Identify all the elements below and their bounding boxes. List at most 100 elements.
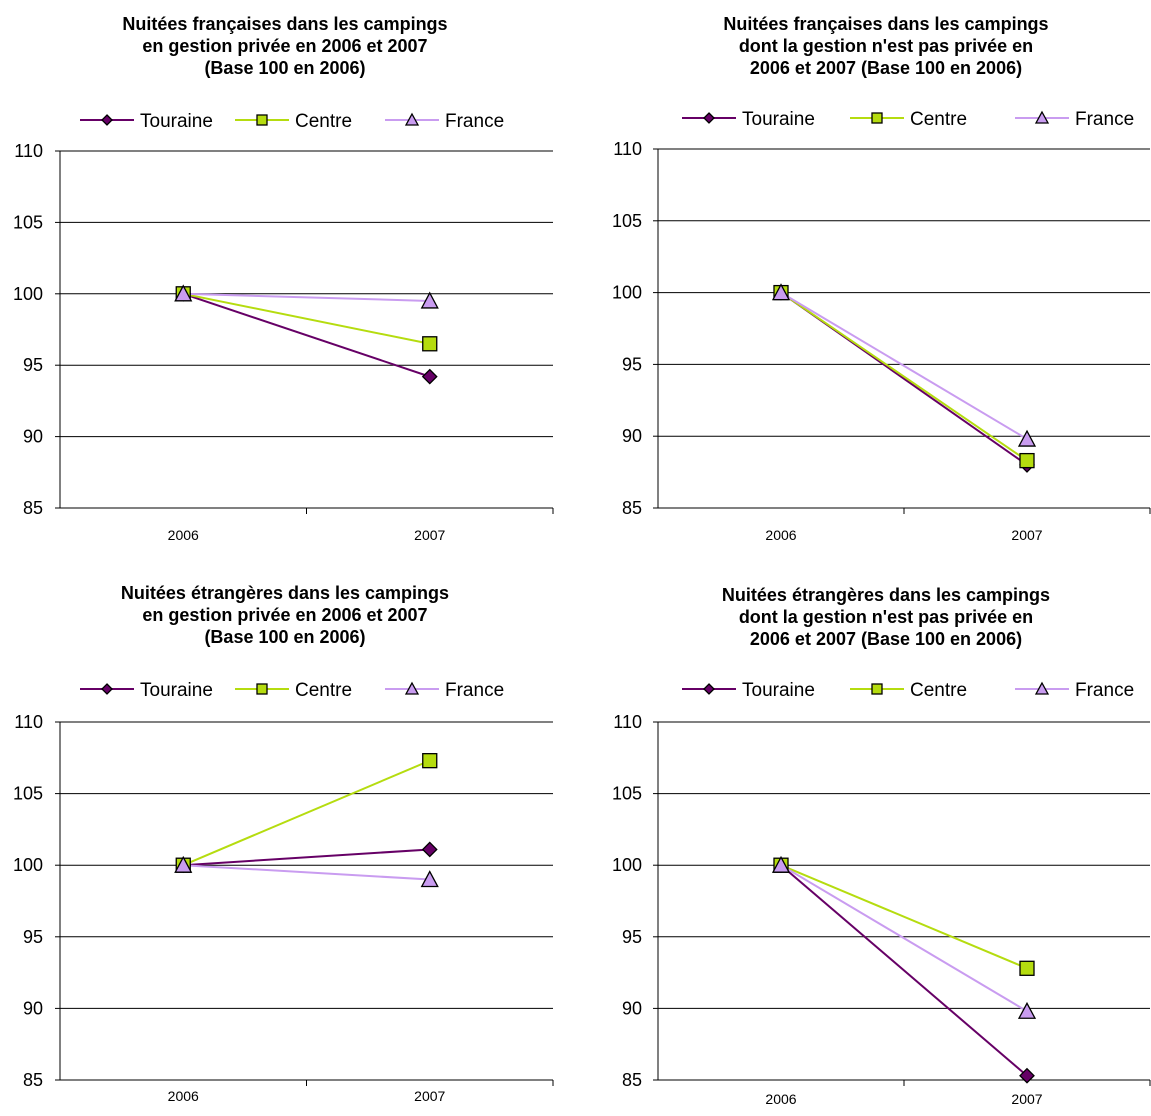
legend-marker-triangle <box>1034 110 1050 124</box>
chart-title-line: Nuitées étrangères dans les campings <box>722 585 1050 605</box>
y-tick-label: 110 <box>14 141 43 161</box>
legend-item-touraine: Touraine <box>682 680 815 701</box>
legend-marker-square <box>256 114 268 126</box>
y-tick-label: 110 <box>613 712 642 732</box>
legend-item-centre: Centre <box>850 680 967 701</box>
series-line-touraine <box>183 848 430 867</box>
y-tick-label: 100 <box>612 283 642 303</box>
y-tick-label: 105 <box>612 211 642 231</box>
series-line-centre <box>182 759 431 867</box>
y-tick-label: 95 <box>622 354 642 374</box>
series-line-centre <box>780 291 1028 462</box>
data-point-france-2007 <box>1017 429 1037 447</box>
chart-3: Nuitées étrangères dans les campings en g… <box>13 583 554 1104</box>
chart-title-line: Nuitées françaises dans les campings <box>122 14 447 34</box>
chart-1: Nuitées françaises dans les campings en g… <box>13 14 554 543</box>
data-point-centre-2007 <box>1019 452 1035 469</box>
y-tick-label: 105 <box>612 784 642 804</box>
legend-marker-diamond <box>703 683 715 695</box>
y-tick-label: 105 <box>13 784 43 804</box>
y-tick-label: 85 <box>622 498 642 518</box>
legend-marker-square <box>256 683 268 695</box>
chart-2: Nuitées françaises dans les campings dont… <box>612 14 1151 543</box>
data-point-france-2007 <box>420 870 439 888</box>
chart-title: Nuitées étrangères dans les campings dont… <box>722 585 1050 649</box>
y-tick-label: 100 <box>13 284 43 304</box>
chart-title: Nuitées françaises dans les campings dont… <box>723 14 1048 78</box>
legend-marker-diamond <box>101 114 113 126</box>
y-tick-label: 95 <box>23 927 43 947</box>
legend-item-touraine: Touraine <box>80 680 213 701</box>
legend-label: France <box>1075 680 1134 701</box>
legend-item-touraine: Touraine <box>682 109 815 130</box>
chart-title-line: en gestion privée en 2006 et 2007 <box>142 605 427 625</box>
legend-label: France <box>1075 109 1134 130</box>
y-tick-label: 85 <box>622 1070 642 1090</box>
legend-item-centre: Centre <box>235 111 352 132</box>
chart-title-line: dont la gestion n'est pas privée en <box>739 607 1033 627</box>
y-tick-label: 90 <box>622 426 642 446</box>
data-point-france-2007 <box>1017 1001 1037 1019</box>
x-tick-label: 2006 <box>168 527 199 543</box>
legend-label: Centre <box>910 109 967 130</box>
legend-label: Centre <box>910 680 967 701</box>
legend-label: France <box>445 680 504 701</box>
data-point-france-2006 <box>771 283 791 301</box>
chart-title-line: en gestion privée en 2006 et 2007 <box>142 36 427 56</box>
x-tick-label: 2007 <box>1011 527 1042 543</box>
series-line-centre <box>183 292 430 345</box>
chart-4: Nuitées étrangères dans les campings dont… <box>612 585 1151 1107</box>
legend-item-france: France <box>385 680 504 701</box>
y-tick-label: 100 <box>612 855 642 875</box>
legend-label: Touraine <box>742 680 815 701</box>
series-line-france <box>183 292 430 302</box>
legend-label: Centre <box>295 680 352 701</box>
legend-item-centre: Centre <box>850 109 967 130</box>
legend-item-touraine: Touraine <box>80 111 213 132</box>
data-point-centre-2007 <box>422 336 438 352</box>
legend-label: Touraine <box>742 109 815 130</box>
legend-label: Touraine <box>140 680 213 701</box>
legend-marker-diamond <box>703 112 715 124</box>
y-tick-label: 95 <box>23 355 43 375</box>
y-tick-label: 85 <box>23 498 43 518</box>
chart-title-line: 2006 et 2007 (Base 100 en 2006) <box>750 58 1022 78</box>
legend-marker-triangle <box>404 681 420 695</box>
legend-marker-triangle <box>1034 681 1050 695</box>
chart-title: Nuitées étrangères dans les campings en g… <box>121 583 449 647</box>
data-point-france-2007 <box>420 291 439 309</box>
chart-title-line: (Base 100 en 2006) <box>204 58 365 78</box>
series-line-centre <box>780 864 1028 970</box>
y-tick-label: 110 <box>14 712 43 732</box>
x-tick-label: 2007 <box>414 527 445 543</box>
data-point-touraine-2007 <box>421 841 438 858</box>
series-line-france <box>780 864 1028 1013</box>
series-line-france <box>183 864 430 881</box>
data-point-france-2006 <box>771 855 791 873</box>
y-tick-label: 100 <box>13 855 43 875</box>
legend-label: France <box>445 111 504 132</box>
data-point-centre-2007 <box>422 753 438 769</box>
x-tick-label: 2007 <box>414 1088 445 1104</box>
y-tick-label: 90 <box>23 998 43 1018</box>
x-tick-label: 2006 <box>765 527 796 543</box>
legend-marker-square <box>871 112 883 124</box>
chart-title: Nuitées françaises dans les campings en g… <box>122 14 447 78</box>
data-point-france-2006 <box>174 284 193 302</box>
legend-item-centre: Centre <box>235 680 352 701</box>
legend-item-france: France <box>1015 680 1134 701</box>
y-tick-label: 110 <box>613 139 642 159</box>
data-point-touraine-2007 <box>421 368 438 385</box>
x-tick-label: 2006 <box>765 1091 796 1107</box>
chart-title-line: 2006 et 2007 (Base 100 en 2006) <box>750 629 1022 649</box>
series-line-touraine <box>182 292 431 378</box>
y-tick-label: 95 <box>622 927 642 947</box>
series-line-france <box>780 291 1028 440</box>
data-point-touraine-2007 <box>1019 1067 1035 1084</box>
x-tick-label: 2007 <box>1011 1091 1042 1107</box>
y-tick-label: 85 <box>23 1070 43 1090</box>
legend-marker-square <box>871 683 883 695</box>
legend-marker-triangle <box>404 112 420 126</box>
